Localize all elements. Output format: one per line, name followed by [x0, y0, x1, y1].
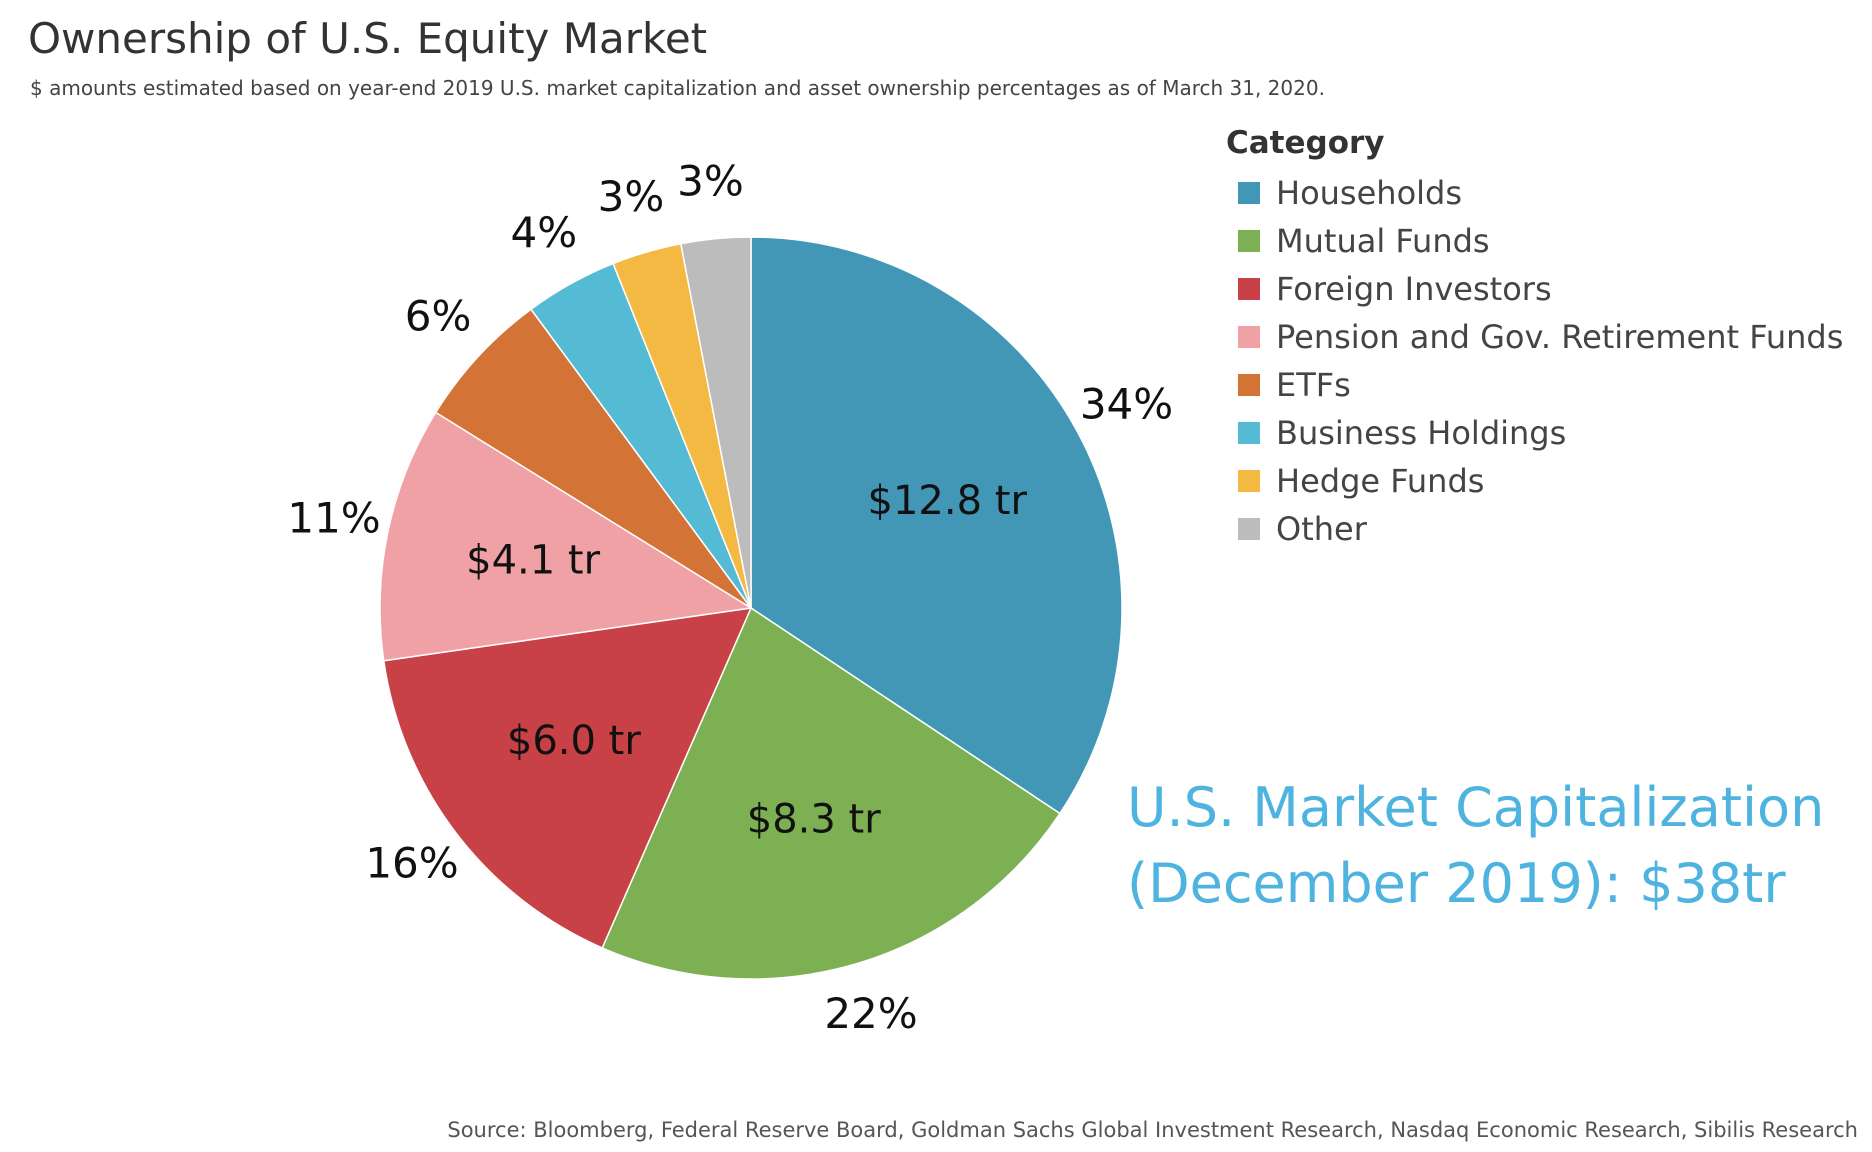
legend-swatch	[1238, 470, 1260, 492]
legend-label: ETFs	[1276, 366, 1351, 404]
legend-label: Other	[1276, 510, 1367, 548]
percent-label-mutual-funds: 22%	[824, 989, 917, 1038]
legend-item-pension-and-gov-retirement-funds: Pension and Gov. Retirement Funds	[1226, 313, 1843, 361]
legend-swatch	[1238, 326, 1260, 348]
callout-line-1: U.S. Market Capitalization	[1127, 776, 1825, 839]
callout-line-2: (December 2019): $38tr	[1127, 852, 1786, 915]
pie-slice-etfs	[434, 308, 752, 609]
legend-item-mutual-funds: Mutual Funds	[1226, 217, 1843, 265]
legend-label: Hedge Funds	[1276, 462, 1485, 500]
value-label-households: $12.8 tr	[868, 478, 1028, 524]
legend-item-etfs: ETFs	[1226, 361, 1843, 409]
percent-label-etfs: 6%	[405, 291, 472, 340]
market-cap-callout: U.S. Market Capitalization (December 201…	[1127, 770, 1824, 922]
legend-swatch	[1238, 230, 1260, 252]
legend-title: Category	[1226, 125, 1385, 161]
legend-item-hedge-funds: Hedge Funds	[1226, 457, 1843, 505]
legend-swatch	[1238, 374, 1260, 396]
legend-item-other: Other	[1226, 505, 1843, 553]
percent-label-foreign-investors: 16%	[365, 838, 458, 887]
percent-label-other: 3%	[677, 156, 744, 205]
legend-label: Pension and Gov. Retirement Funds	[1276, 318, 1844, 356]
legend-swatch	[1238, 278, 1260, 300]
legend-item-households: Households	[1226, 169, 1843, 217]
legend-swatch	[1238, 422, 1260, 444]
legend-swatch	[1238, 518, 1260, 540]
pie-slice-mutual-funds	[601, 606, 1061, 980]
legend-items: Households Mutual Funds Foreign Investors P…	[1226, 169, 1843, 553]
legend-label: Foreign Investors	[1276, 270, 1552, 308]
value-label-pension-and-gov-retirement-funds: $4.1 tr	[466, 537, 600, 583]
source-note: Source: Bloomberg, Federal Reserve Board…	[447, 1118, 1858, 1142]
percent-label-hedge-funds: 3%	[598, 172, 665, 221]
percent-label-households: 34%	[1080, 379, 1173, 428]
percent-label-business-holdings: 4%	[511, 208, 578, 257]
value-label-foreign-investors: $6.0 tr	[507, 718, 641, 764]
legend-swatch	[1238, 182, 1260, 204]
chart-title: Ownership of U.S. Equity Market	[28, 14, 708, 63]
value-label-mutual-funds: $8.3 tr	[747, 797, 881, 843]
pie-slice-foreign-investors	[382, 607, 753, 949]
legend-label: Households	[1276, 174, 1463, 212]
legend-item-foreign-investors: Foreign Investors	[1226, 265, 1843, 313]
pie-slice-other	[679, 236, 752, 609]
chart-subtitle: $ amounts estimated based on year-end 20…	[30, 76, 1325, 100]
percent-label-pension-and-gov-retirement-funds: 11%	[287, 493, 380, 542]
legend-label: Business Holdings	[1276, 414, 1567, 452]
pie-slice-pension-and-gov-retirement-funds	[379, 411, 754, 662]
legend-label: Mutual Funds	[1276, 222, 1490, 260]
legend-item-business-holdings: Business Holdings	[1226, 409, 1843, 457]
legend: Category Households Mutual Funds Foreign I…	[1226, 125, 1843, 553]
